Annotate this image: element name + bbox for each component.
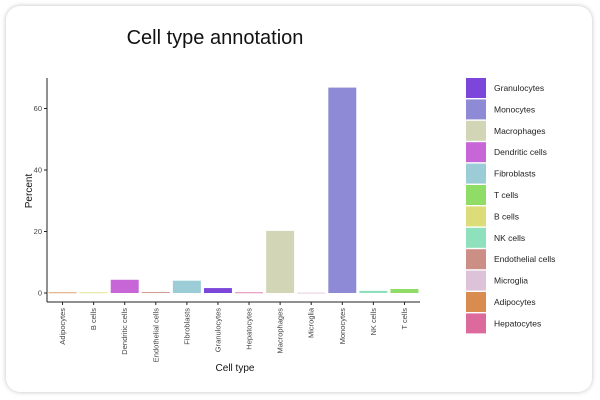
- legend-swatch: [466, 206, 486, 227]
- legend-label: Endothelial cells: [494, 254, 555, 264]
- legend-swatch: [466, 292, 486, 312]
- legend-swatch: [466, 313, 486, 334]
- legend-swatch: [466, 99, 486, 120]
- y-tick-label: 40: [34, 166, 42, 175]
- chart-title: Cell type annotation: [127, 27, 304, 49]
- x-tick-label: NK cells: [369, 308, 378, 336]
- legend-swatch: [466, 78, 486, 98]
- x-tick-label: B cells: [89, 308, 98, 330]
- legend-label: Dendritic cells: [494, 147, 547, 157]
- card-frame: [6, 6, 592, 392]
- x-tick-label: Fibroblasts: [182, 308, 191, 345]
- bar-dendritic-cells: [110, 279, 139, 293]
- legend-swatch: [466, 185, 486, 205]
- legend-label: Monocytes: [494, 104, 535, 114]
- x-tick-label: Adipocytes: [58, 308, 67, 345]
- x-tick-label: Endothelial cells: [151, 308, 160, 362]
- bar-macrophages: [266, 230, 295, 293]
- legend-swatch: [466, 163, 486, 184]
- x-tick-label: Microglia: [307, 307, 316, 338]
- legend-label: Fibroblasts: [494, 169, 536, 179]
- x-tick-label: Macrophages: [276, 308, 285, 354]
- bar-adipocytes: [48, 292, 77, 294]
- y-tick-label: 20: [34, 227, 42, 236]
- bar-microglia: [297, 292, 326, 294]
- legend-label: Granulocytes: [494, 83, 544, 93]
- x-tick-label: Dendritic cells: [120, 308, 129, 355]
- legend-label: NK cells: [494, 233, 525, 243]
- x-tick-label: Monocytes: [338, 308, 347, 345]
- bar-fibroblasts: [172, 280, 201, 293]
- x-tick-label: T cells: [400, 308, 409, 330]
- x-tick-labels: Adipocytes B cells Dendritic cells Endothel…: [58, 307, 409, 362]
- legend-label: Adipocytes: [494, 297, 536, 307]
- y-tick-label: 60: [34, 104, 42, 113]
- y-tick-labels: 0 20 40 60: [34, 104, 42, 298]
- legend-swatch: [466, 142, 486, 163]
- x-axis-title: Cell type: [216, 363, 255, 374]
- legend-label: B cells: [494, 211, 519, 221]
- legend-label: Macrophages: [494, 126, 546, 136]
- bar-hepatocytes: [235, 292, 264, 294]
- legend-label: Hepatocytes: [494, 318, 541, 328]
- legend-swatch: [466, 249, 486, 270]
- bars: [48, 87, 419, 294]
- legend: Granulocytes Monocytes Macrophages Dendriti…: [466, 78, 555, 334]
- bar-endothelial-cells: [141, 292, 170, 293]
- bar-granulocytes: [203, 288, 232, 293]
- x-tick-label: Hepatocytes: [245, 308, 254, 350]
- legend-swatch: [466, 120, 486, 141]
- bar-b-cells: [79, 292, 108, 294]
- legend-swatch: [466, 227, 486, 248]
- y-tick-label: 0: [38, 289, 42, 298]
- legend-label: Microglia: [494, 276, 528, 286]
- x-tick-label: Granulocytes: [213, 308, 222, 352]
- bar-monocytes: [328, 87, 357, 293]
- bar-t-cells: [390, 289, 419, 293]
- y-axis-title: Percent: [24, 174, 35, 209]
- legend-swatch: [466, 270, 486, 291]
- bar-nk-cells: [359, 290, 388, 293]
- legend-label: T cells: [494, 190, 518, 200]
- axes: [44, 78, 420, 305]
